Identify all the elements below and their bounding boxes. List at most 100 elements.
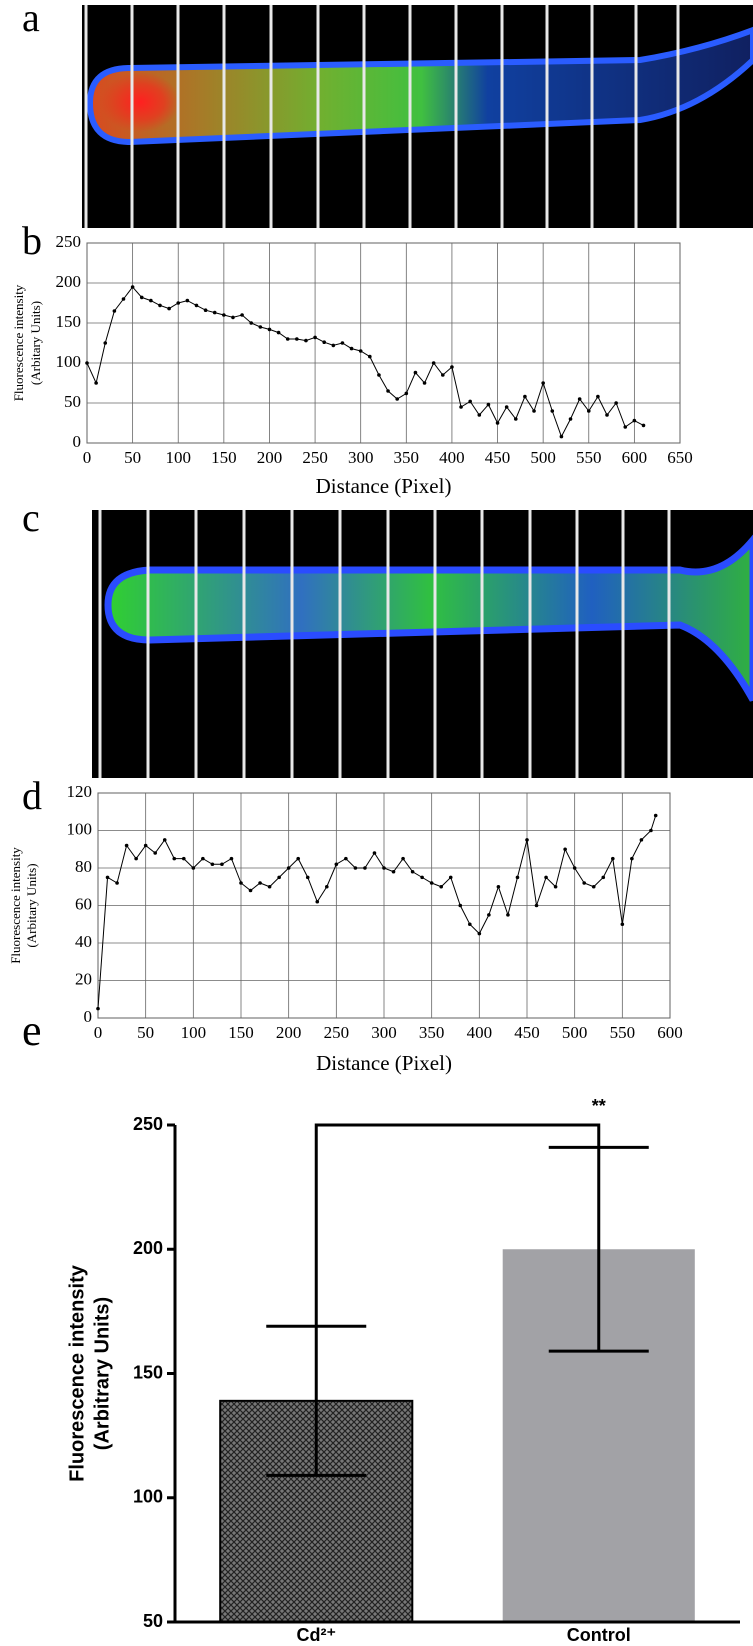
- data-point: [331, 343, 336, 348]
- micrograph-c: [92, 510, 753, 778]
- panel-label: b: [22, 218, 42, 263]
- data-point: [496, 884, 501, 889]
- data-point: [349, 346, 354, 351]
- data-point: [572, 866, 577, 870]
- x-tick-label: 500: [562, 1023, 588, 1042]
- data-point: [506, 913, 510, 917]
- data-point: [525, 838, 529, 842]
- data-point: [334, 862, 339, 867]
- data-point: [605, 413, 609, 417]
- x-tick-label: 400: [439, 448, 465, 467]
- x-tick-label: 0: [83, 448, 92, 467]
- x-tick-label: 50: [137, 1023, 154, 1042]
- y-tick-label: 150: [56, 312, 82, 331]
- data-point: [386, 389, 390, 393]
- data-point: [468, 399, 472, 404]
- data-point: [158, 303, 162, 308]
- x-tick-label: 200: [276, 1023, 302, 1042]
- data-point: [382, 866, 386, 870]
- x-tick-label: 350: [419, 1023, 445, 1042]
- data-point: [248, 888, 253, 893]
- x-tick-label: 600: [622, 448, 648, 467]
- data-line: [97, 815, 657, 1009]
- y-tick-label: 250: [56, 232, 82, 251]
- data-point: [541, 381, 545, 385]
- y-tick-label: 40: [75, 932, 92, 951]
- data-point: [630, 856, 634, 861]
- data-point: [515, 875, 520, 880]
- data-point: [441, 373, 445, 377]
- y-tick-label: 250: [133, 1114, 163, 1134]
- x-tick-label: 150: [228, 1023, 254, 1042]
- panel-label: d: [22, 773, 42, 818]
- x-tick-label: 400: [467, 1023, 493, 1042]
- data-point: [586, 409, 591, 413]
- x-tick-label: 450: [514, 1023, 540, 1042]
- plot-area: [86, 242, 681, 444]
- data-point: [305, 875, 310, 880]
- data-point: [448, 875, 453, 880]
- data-point: [249, 321, 254, 325]
- data-point: [372, 851, 377, 855]
- data-point: [532, 409, 536, 413]
- data-point: [85, 361, 89, 365]
- data-point: [632, 418, 637, 423]
- data-point: [277, 875, 281, 880]
- data-point: [172, 856, 177, 861]
- data-point: [162, 838, 167, 842]
- data-point: [325, 884, 329, 889]
- data-point: [353, 866, 358, 870]
- y-tick-label: 100: [133, 1487, 163, 1507]
- y-tick-label: 0: [84, 1007, 93, 1026]
- data-point: [103, 341, 108, 345]
- data-point: [550, 409, 555, 413]
- data-point: [105, 875, 110, 880]
- y-tick-label: 20: [75, 969, 92, 988]
- data-point: [94, 381, 98, 385]
- data-point: [304, 338, 308, 343]
- data-point: [231, 315, 235, 320]
- data-point: [222, 313, 226, 317]
- x-axis-label: Distance (Pixel): [316, 1051, 452, 1075]
- x-tick-label: 250: [324, 1023, 350, 1042]
- data-point: [115, 881, 119, 885]
- data-point: [534, 903, 539, 908]
- data-point: [167, 306, 171, 311]
- data-point: [368, 354, 372, 359]
- data-point: [563, 847, 567, 852]
- data-point: [582, 881, 586, 885]
- data-point: [124, 843, 129, 848]
- y-axis-label: Fluorescence intensity: [66, 1264, 88, 1482]
- data-point: [601, 875, 606, 880]
- y-tick-label: 0: [73, 432, 82, 451]
- data-point: [139, 295, 144, 300]
- data-point: [96, 1006, 100, 1011]
- data-point: [649, 828, 653, 833]
- data-point: [212, 310, 217, 315]
- x-tick-label: 500: [530, 448, 556, 467]
- y-tick-label: 50: [143, 1611, 163, 1631]
- data-point: [468, 922, 472, 927]
- data-point: [344, 856, 348, 861]
- data-point: [614, 401, 618, 405]
- significance-bracket: [314, 1123, 601, 1327]
- x-tick-label: Control: [567, 1625, 631, 1645]
- x-tick-label: 200: [257, 448, 283, 467]
- x-tick-label: 300: [371, 1023, 397, 1042]
- x-tick-label: 600: [657, 1023, 683, 1042]
- data-point: [413, 370, 418, 375]
- data-point: [559, 434, 564, 439]
- data-point: [203, 308, 208, 313]
- data-point: [377, 373, 381, 377]
- data-point: [176, 301, 181, 305]
- y-axis-label: (Arbitrary Units): [91, 1297, 113, 1450]
- data-point: [639, 838, 644, 842]
- data-point: [459, 405, 463, 409]
- data-point: [641, 423, 646, 428]
- data-point: [404, 391, 409, 396]
- x-axis-label: Distance (Pixel): [316, 474, 452, 498]
- data-point: [431, 361, 436, 365]
- data-point: [596, 394, 600, 399]
